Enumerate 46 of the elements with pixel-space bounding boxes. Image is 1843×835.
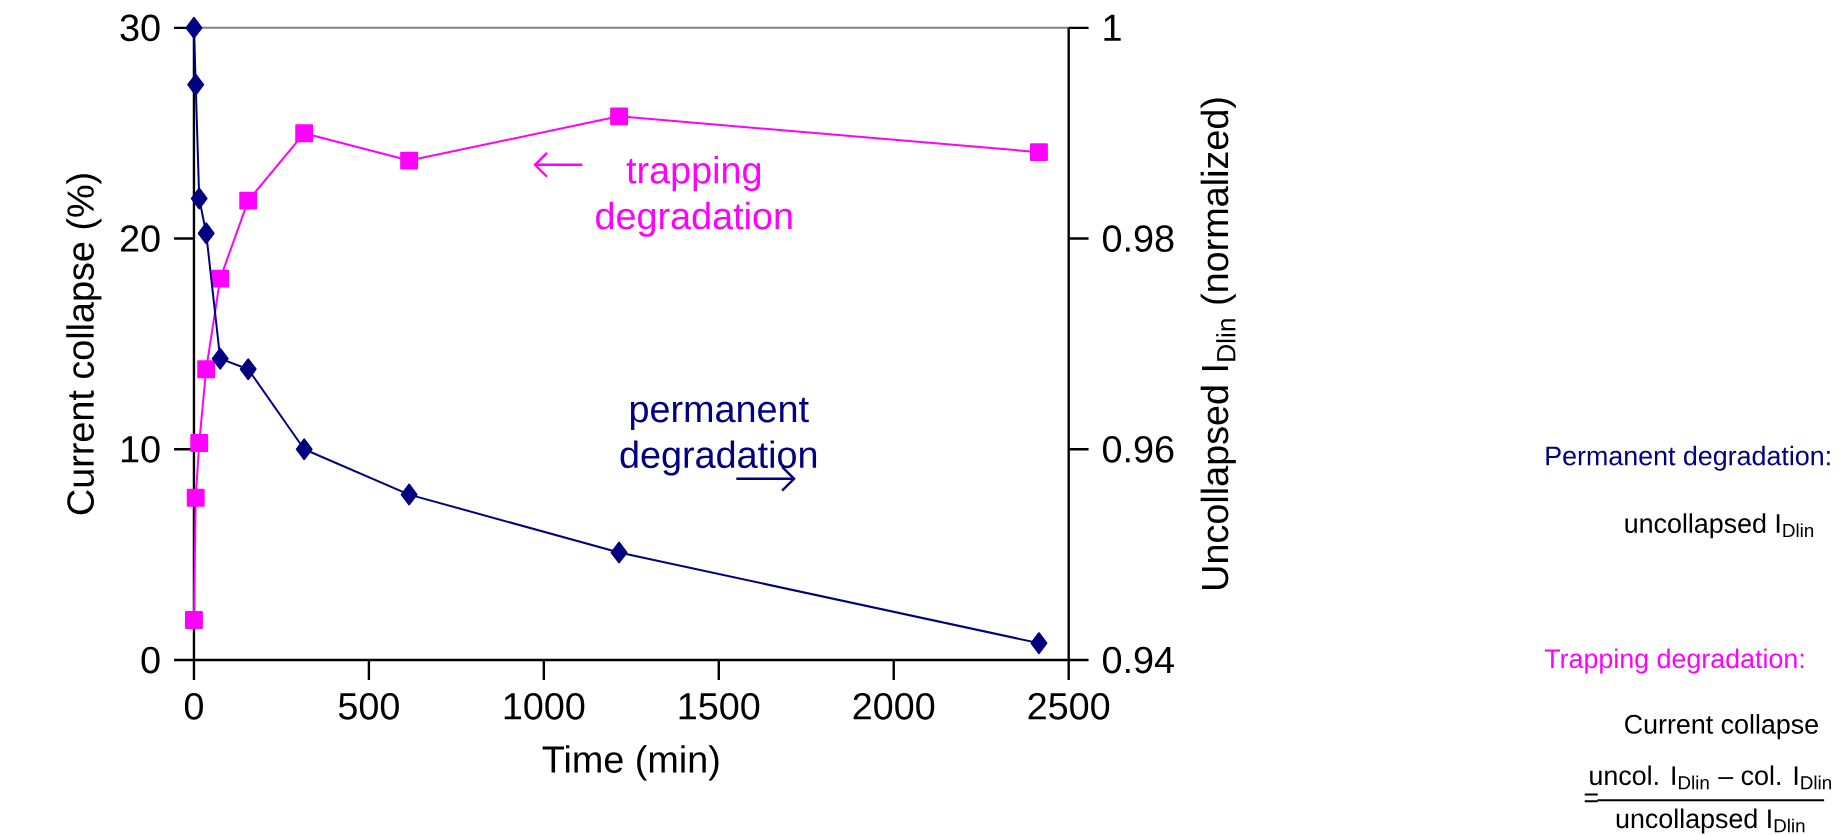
text: = — [1584, 793, 1598, 803]
y-tick-label: 10 — [121, 435, 160, 463]
text: uncol. I$_{Dlin}$ – col. I$_{Dlin}$ — [1590, 765, 1831, 790]
text: uncollapsed I$_{Dlin}$ — [1616, 808, 1805, 834]
y-tick-label: 0 — [141, 646, 160, 674]
point — [197, 360, 216, 379]
x-tick-label: 1500 — [679, 692, 760, 720]
x-tick-label: 2500 — [1028, 692, 1110, 720]
y-axis-title: Current collapse (%) — [66, 174, 102, 515]
point — [190, 187, 208, 210]
point — [610, 107, 629, 126]
y-tick-label: 20 — [120, 225, 160, 252]
point — [197, 222, 215, 245]
text: Permanent degradation: — [1546, 445, 1830, 471]
point — [1030, 632, 1048, 655]
point — [610, 541, 628, 564]
x-tick-label: 500 — [338, 692, 399, 720]
point — [211, 269, 230, 288]
series-label: permanent degradation — [620, 397, 817, 476]
y2-tick-label: 0.94 — [1103, 646, 1174, 674]
point — [1029, 143, 1048, 162]
text: Current collapse — [1625, 714, 1818, 740]
text: Trapping degradation: — [1544, 648, 1804, 674]
point — [239, 358, 257, 381]
x-tick-label: 2000 — [853, 692, 935, 720]
y2-tick-label: 1 — [1104, 14, 1121, 41]
point — [400, 483, 418, 506]
point — [187, 73, 205, 96]
point — [295, 124, 314, 143]
y2-axis-title: Uncollapsed I$_{Dlin}$ (normalized) — [1200, 98, 1236, 589]
y2-tick-label: 0.98 — [1103, 225, 1174, 252]
point — [400, 151, 419, 170]
point — [185, 16, 203, 39]
x-axis-title: Time (min) — [542, 745, 719, 781]
x-tick-label: 1000 — [504, 692, 585, 720]
y-tick-label: 30 — [120, 14, 160, 42]
point — [239, 191, 258, 210]
point — [295, 438, 313, 461]
legend-label: trapping degradation — [596, 155, 792, 237]
x-tick-label: 0 — [184, 692, 203, 720]
point — [211, 347, 229, 370]
y2-tick-label: 0.96 — [1103, 435, 1174, 463]
point — [185, 611, 203, 629]
point — [186, 488, 205, 507]
point — [190, 434, 209, 452]
text: uncollapsed I$_{Dlin}$ — [1625, 513, 1814, 539]
